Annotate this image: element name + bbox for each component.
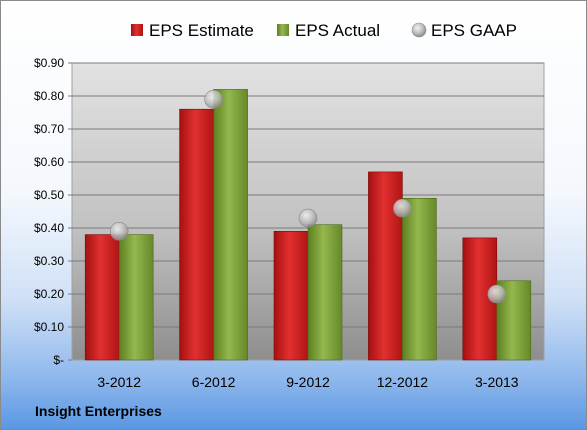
y-tick-label: $0.30 [34, 254, 64, 268]
bar-eps-actual [402, 198, 437, 361]
company-name: Insight Enterprises [35, 403, 162, 419]
marker-eps-gaap [298, 208, 318, 228]
y-tick-label: $0.80 [34, 89, 64, 103]
y-tick-label: $0.40 [34, 221, 64, 235]
bar-eps-actual [118, 234, 154, 361]
bars [84, 89, 532, 361]
bar-eps-estimate [84, 234, 120, 361]
bar-eps-estimate [368, 171, 403, 361]
y-tick-label: $0.50 [34, 188, 64, 202]
bar-eps-estimate [273, 231, 309, 361]
bar-eps-actual [213, 89, 248, 361]
legend-eps-actual-swatch [277, 24, 289, 36]
legend-eps-estimate-swatch [131, 24, 143, 36]
y-tick-label: $0.90 [34, 56, 64, 70]
bar-eps-actual [307, 224, 343, 361]
y-tick-label: $0.70 [34, 122, 64, 136]
y-tick-label: $0.10 [34, 320, 64, 334]
x-tick-label: 9-2012 [286, 374, 330, 390]
bar-eps-estimate [179, 108, 214, 361]
x-axis: 3-2012 6-2012 9-2012 12-2012 3-2013 [97, 374, 518, 390]
x-tick-label: 3-2013 [475, 374, 519, 390]
y-tick-label: $0.20 [34, 287, 64, 301]
y-axis: $- $0.10 $0.20 $0.30 $0.40 $0.50 $0.60 $0.70 $0.… [34, 56, 72, 367]
legend-eps-actual-label: EPS Actual [295, 21, 380, 40]
y-tick-label: $0.60 [34, 155, 64, 169]
legend-eps-gaap-label: EPS GAAP [431, 21, 517, 40]
marker-eps-gaap [393, 198, 412, 218]
marker-eps-gaap [109, 222, 129, 241]
legend-eps-estimate-label: EPS Estimate [149, 21, 254, 40]
marker-eps-gaap [204, 90, 223, 109]
x-tick-label: 12-2012 [377, 374, 429, 390]
gaap-markers [109, 90, 507, 304]
marker-eps-gaap [487, 284, 507, 304]
legend: EPS Estimate EPS Actual EPS GAAP [131, 21, 517, 40]
x-tick-label: 3-2012 [97, 374, 141, 390]
x-tick-label: 6-2012 [192, 374, 236, 390]
y-tick-label: $- [53, 353, 64, 367]
legend-eps-gaap-swatch [411, 22, 427, 38]
